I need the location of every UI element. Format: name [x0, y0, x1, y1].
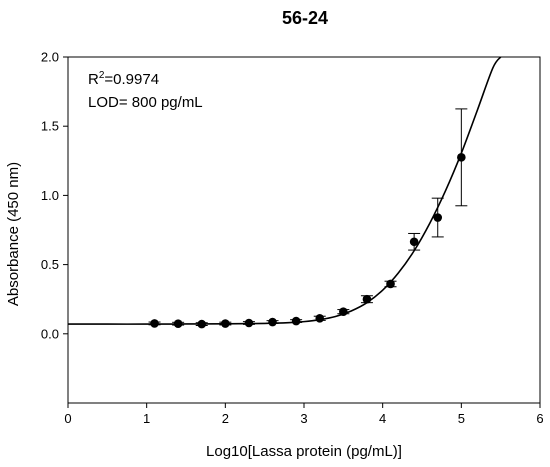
x-tick-label: 6	[536, 411, 543, 426]
r2-value: =0.9974	[104, 71, 159, 88]
data-point	[386, 279, 395, 289]
x-tick-label: 4	[379, 411, 386, 426]
data-point	[409, 237, 419, 247]
y-tick-label: 1.5	[41, 119, 59, 134]
x-axis-label: Log10[Lassa protein (pg/mL)]	[206, 443, 402, 460]
x-tick-label: 3	[300, 411, 307, 426]
y-axis-label: Absorbance (450 nm)	[5, 162, 22, 306]
data-point	[339, 307, 348, 316]
data-point	[244, 318, 254, 328]
x-tick-label: 1	[143, 411, 150, 426]
data-points	[150, 153, 466, 329]
r2-base: R	[88, 71, 99, 88]
r2-superscript: 2	[99, 70, 105, 81]
x-tick-label: 5	[458, 411, 465, 426]
lod-annotation: LOD= 800 pg/mL	[88, 94, 203, 111]
x-tick-label: 0	[64, 411, 71, 426]
y-axis: 0.0 0.5 1.0 1.5 2.0	[41, 50, 68, 341]
data-point	[457, 153, 466, 162]
data-point	[291, 316, 301, 326]
data-point	[268, 317, 277, 327]
data-point	[173, 319, 183, 328]
data-point	[221, 319, 230, 328]
y-tick-label: 0.0	[41, 326, 59, 341]
data-point	[362, 294, 372, 304]
y-tick-label: 2.0	[41, 50, 59, 65]
r-squared-annotation: R2=0.9974	[88, 70, 159, 88]
y-tick-label: 1.0	[41, 188, 59, 203]
data-point	[315, 313, 325, 323]
data-point	[197, 319, 207, 329]
x-tick-label: 2	[222, 411, 229, 426]
error-bars	[148, 108, 468, 326]
data-point	[150, 319, 159, 328]
data-point	[433, 213, 443, 222]
y-tick-label: 0.5	[41, 257, 59, 272]
x-axis: 0 1 2 3 4 5 6	[64, 403, 544, 426]
chart-title: 56-24	[282, 8, 328, 28]
